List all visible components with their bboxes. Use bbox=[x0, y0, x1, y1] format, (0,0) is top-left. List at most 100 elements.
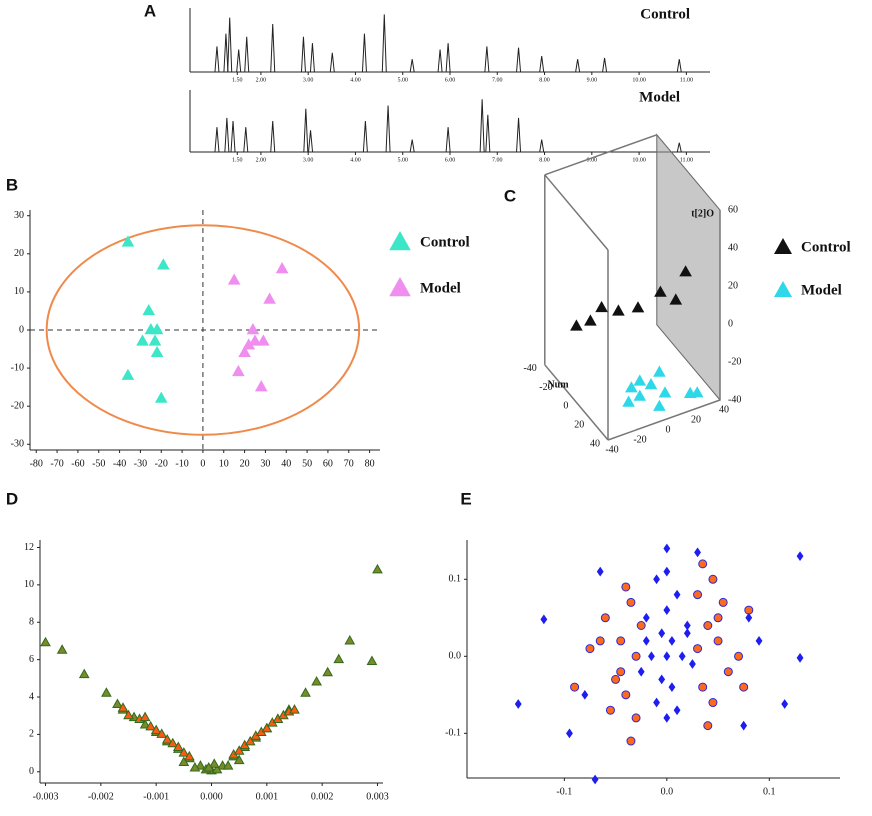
x-tick-label: 1.50 bbox=[232, 157, 243, 163]
peak bbox=[516, 47, 522, 73]
point bbox=[101, 687, 112, 697]
legend-marker bbox=[389, 277, 411, 297]
x-tick-label: 9.00 bbox=[587, 77, 598, 83]
point bbox=[654, 285, 667, 297]
panel-letter: C bbox=[504, 186, 516, 205]
legend-marker bbox=[774, 281, 792, 297]
legend-label: Model bbox=[801, 282, 842, 298]
point bbox=[172, 741, 184, 751]
x-tick-label: 70 bbox=[344, 458, 354, 469]
peak bbox=[224, 117, 230, 153]
y-tick-label: 8 bbox=[29, 617, 34, 628]
confidence-ellipse bbox=[45, 224, 361, 436]
x-tick-label: -50 bbox=[92, 458, 105, 469]
peak bbox=[445, 127, 451, 153]
point bbox=[616, 667, 626, 677]
peak bbox=[409, 59, 415, 73]
x-tick-label: -30 bbox=[134, 458, 147, 469]
point bbox=[611, 674, 621, 684]
point bbox=[683, 620, 691, 631]
point bbox=[78, 668, 90, 679]
point bbox=[626, 736, 636, 746]
x-tick-label: 11.00 bbox=[680, 77, 693, 83]
x-tick-label: 40 bbox=[719, 404, 729, 415]
point bbox=[637, 666, 645, 677]
point bbox=[663, 713, 671, 723]
point bbox=[178, 756, 190, 766]
y-tick-label: 10 bbox=[14, 286, 24, 297]
legend-marker bbox=[389, 231, 411, 251]
point bbox=[600, 613, 610, 623]
point bbox=[689, 659, 696, 669]
point bbox=[679, 265, 692, 277]
side-panel bbox=[656, 133, 721, 402]
x-tick-label: -80 bbox=[30, 458, 43, 469]
x-tick-label: 11.00 bbox=[680, 157, 693, 163]
x-tick-label: 0.002 bbox=[311, 791, 334, 802]
point bbox=[178, 747, 190, 757]
point bbox=[658, 674, 666, 685]
peak bbox=[539, 139, 545, 153]
x-tick-label: 2.00 bbox=[256, 157, 267, 163]
peak bbox=[309, 43, 315, 73]
x-tick-label: 6.00 bbox=[445, 157, 456, 163]
point bbox=[698, 682, 708, 692]
point bbox=[150, 323, 164, 335]
peak bbox=[575, 59, 581, 73]
y-tick-label: -40 bbox=[523, 363, 536, 374]
point bbox=[263, 292, 276, 304]
x-tick-label: 40 bbox=[281, 458, 291, 469]
y-tick-label: 20 bbox=[14, 248, 24, 259]
point bbox=[366, 655, 378, 665]
x-tick-label: -0.003 bbox=[33, 791, 59, 802]
x-tick-label: 9.00 bbox=[587, 157, 598, 163]
x-tick-label: 10.00 bbox=[632, 77, 646, 83]
point bbox=[703, 621, 713, 630]
x-tick-label: 60 bbox=[323, 458, 333, 469]
point bbox=[311, 676, 322, 686]
point bbox=[595, 636, 605, 646]
point bbox=[156, 728, 168, 738]
x-tick-label: 0 bbox=[200, 458, 205, 469]
peak bbox=[484, 46, 490, 73]
panel-title: Model bbox=[639, 89, 680, 105]
y-tick-label: -10 bbox=[11, 362, 24, 373]
x-tick-label: 3.00 bbox=[303, 77, 314, 83]
point bbox=[154, 391, 168, 403]
peak bbox=[479, 99, 485, 153]
point bbox=[668, 636, 676, 646]
point bbox=[668, 682, 676, 692]
point bbox=[703, 721, 713, 731]
x-tick-label: 8.00 bbox=[539, 77, 550, 83]
peak bbox=[223, 33, 229, 73]
point bbox=[648, 651, 655, 662]
peak bbox=[409, 139, 415, 153]
point bbox=[683, 628, 691, 639]
peak bbox=[329, 52, 335, 73]
z-tick-label: 20 bbox=[728, 280, 738, 291]
x-tick-label: -20 bbox=[633, 434, 646, 445]
point bbox=[232, 364, 245, 377]
point bbox=[781, 699, 789, 709]
peak bbox=[676, 59, 682, 73]
point bbox=[744, 605, 754, 615]
point bbox=[633, 374, 647, 386]
point bbox=[121, 368, 135, 380]
point bbox=[208, 758, 220, 768]
point bbox=[605, 705, 615, 715]
point bbox=[300, 687, 311, 697]
point bbox=[678, 651, 686, 662]
point bbox=[653, 399, 666, 411]
peak bbox=[270, 23, 276, 73]
box-edge bbox=[544, 174, 609, 251]
x-tick-label: 0.001 bbox=[256, 791, 279, 802]
point bbox=[698, 559, 708, 569]
point bbox=[653, 574, 660, 585]
peak bbox=[236, 49, 242, 73]
x-tick-label: 80 bbox=[365, 458, 375, 469]
y-tick-label: 30 bbox=[14, 210, 24, 221]
point bbox=[653, 697, 660, 708]
point bbox=[663, 543, 671, 554]
point bbox=[123, 709, 134, 720]
